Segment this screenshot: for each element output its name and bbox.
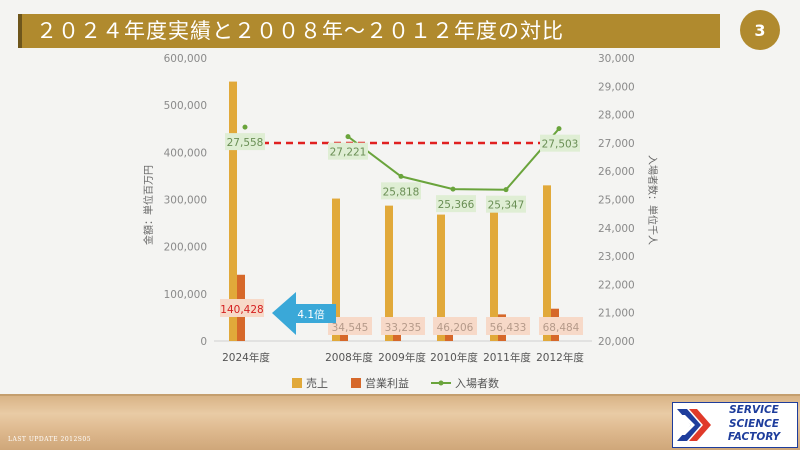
visitors-label-bg (486, 195, 526, 213)
right-axis-tick: 22,000 (598, 279, 635, 291)
visitors-data-label: 27,558 (227, 137, 264, 149)
right-axis-tick: 27,000 (598, 138, 635, 150)
visitors-point (345, 134, 351, 140)
visitors-data-label: 25,818 (383, 186, 420, 198)
visitors-point (398, 173, 404, 179)
logo-mark-icon (677, 409, 711, 441)
visitors-point (242, 124, 248, 130)
legend-label-visitors: 入場者数 (455, 377, 499, 390)
right-axis-tick: 21,000 (598, 308, 635, 320)
sales-bar (332, 198, 340, 341)
callout-arrow-icon (272, 292, 336, 335)
profit-label-bg (486, 317, 530, 335)
page-number-badge: 3 (740, 10, 780, 50)
logo-line-2: SCIENCE (728, 417, 779, 430)
left-axis-tick: 500,000 (164, 100, 207, 112)
visitors-data-label: 27,221 (330, 147, 367, 159)
sales-bar (229, 81, 237, 341)
chart-data-labels: 27,558 27,221 25,818 25,366 25,347 27,503 140,… (220, 133, 583, 335)
title-accent (18, 14, 22, 48)
right-axis-tick: 29,000 (598, 81, 635, 93)
visitors-point (556, 126, 562, 132)
sales-bar (490, 199, 498, 341)
category-label: 2008年度 (325, 351, 373, 364)
category-label: 2012年度 (536, 351, 584, 364)
profit-label-bg (433, 317, 477, 335)
category-label: 2009年度 (378, 351, 426, 364)
visitors-data-label: 27,503 (542, 139, 579, 151)
sales-bar (385, 205, 393, 341)
profit-label-bg (220, 299, 264, 317)
visitors-label-bg (328, 142, 368, 160)
visitors-point (450, 186, 456, 192)
category-label: 2010年度 (430, 351, 478, 364)
visitors-label-bg (381, 182, 421, 200)
left-axis-title: 金額：単位百万円 (142, 165, 155, 245)
legend-label-profit: 営業利益 (365, 376, 409, 390)
chart-legend: 売上 営業利益 入場者数 (292, 376, 499, 390)
logo-line-3: FACTORY (727, 431, 781, 443)
profit-data-label: 56,433 (490, 322, 527, 334)
last-update-text: LAST UPDATE 2012S05 (8, 436, 92, 443)
visitors-data-label: 25,347 (488, 200, 525, 212)
left-axis-tick: 300,000 (164, 195, 207, 207)
legend-marker-visitors (438, 380, 444, 386)
callout-text: 4.1倍 (297, 308, 325, 321)
visitors-point (503, 187, 509, 193)
company-logo: SERVICE SCIENCE FACTORY (672, 402, 798, 448)
left-axis-tick: 400,000 (164, 147, 207, 159)
chart-axes: 0 100,000 200,000 300,000 400,000 500,000 600,… (142, 53, 659, 364)
profit-data-label: 33,235 (385, 322, 422, 334)
profit-label-bg (539, 317, 583, 335)
visitors-label-bg (225, 133, 265, 151)
profit-data-label: 34,545 (332, 322, 369, 334)
right-axis-tick: 24,000 (598, 223, 635, 235)
right-axis-tick: 23,000 (598, 251, 635, 263)
sales-bar (543, 185, 551, 341)
slide-title: ２０２４年度実績と２００８年～２０１２年度の対比 (36, 19, 564, 43)
wood-floor-background (0, 394, 800, 450)
profit-data-label: 46,206 (437, 322, 474, 334)
profit-data-label: 68,484 (543, 322, 580, 334)
right-axis-tick: 26,000 (598, 166, 635, 178)
visitors-data-label: 25,366 (438, 199, 475, 211)
right-axis-tick: 30,000 (598, 53, 635, 65)
left-axis-tick: 100,000 (164, 289, 207, 301)
floor-line (0, 394, 800, 396)
profit-data-label: 140,428 (220, 304, 263, 316)
logo-line-1: SERVICE (729, 404, 779, 416)
profit-label-bg (381, 317, 425, 335)
right-axis-tick: 28,000 (598, 110, 635, 122)
profit-label-bg (328, 317, 372, 335)
left-axis-tick: 0 (200, 336, 207, 348)
left-axis-tick: 600,000 (164, 53, 207, 65)
legend-label-sales: 売上 (306, 377, 328, 390)
right-axis-tick: 20,000 (598, 336, 635, 348)
title-bar (18, 14, 720, 48)
chart: 27,558 27,221 25,818 25,366 25,347 27,503 140,… (142, 53, 659, 390)
right-axis-tick: 25,000 (598, 195, 635, 207)
logo-text: SERVICE SCIENCE FACTORY (713, 404, 795, 445)
right-axis-title: 入場者数：単位千人 (646, 155, 659, 245)
category-label: 2011年度 (483, 351, 531, 364)
visitors-label-bg (540, 134, 580, 152)
sales-bar (437, 214, 445, 341)
legend-swatch-sales (292, 378, 302, 388)
category-label: 2024年度 (222, 351, 270, 364)
left-axis-tick: 200,000 (164, 242, 207, 254)
legend-swatch-profit (351, 378, 361, 388)
visitors-label-bg (436, 195, 476, 213)
